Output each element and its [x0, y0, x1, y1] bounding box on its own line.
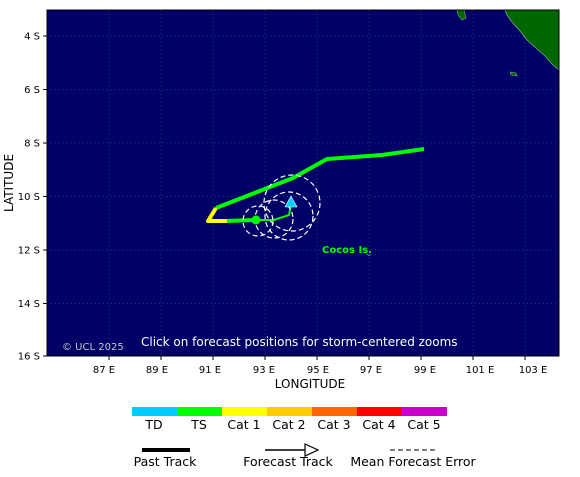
cocos-islands-label: Cocos Is. [322, 245, 372, 256]
x-axis-title: LONGITUDE [275, 377, 345, 391]
lon-tick-label: 103 E [519, 365, 548, 376]
copyright-text: © UCL 2025 [62, 342, 124, 353]
past-track-ts-recent [226, 218, 257, 223]
lon-tick-label: 99 E [414, 365, 436, 376]
lon-tick-label: 101 E [466, 365, 495, 376]
past-track-cat1 [206, 206, 227, 223]
past-track-label: Past Track [134, 454, 197, 469]
legend-swatch-td [132, 407, 177, 416]
cocos-islands-marker [366, 253, 372, 257]
y-axis-title: LATITUDE [2, 154, 16, 212]
legend-label-cat2: Cat 2 [272, 417, 305, 432]
zoom-hint-text: Click on forecast positions for storm-ce… [141, 335, 458, 349]
forecast-track-arrow-icon [265, 443, 320, 457]
lon-tick-label: 93 E [253, 365, 275, 376]
lon-tick-label: 91 E [199, 365, 221, 376]
legend-swatch-ts [177, 407, 222, 416]
lat-tick-label: 8 S [24, 139, 40, 150]
current-position-marker[interactable] [251, 215, 261, 225]
legend-swatch-cat4 [357, 407, 402, 416]
lat-tick-label: 4 S [24, 32, 40, 43]
plot-frame [46, 9, 560, 357]
legend-label-cat3: Cat 3 [317, 417, 350, 432]
forecast-track-label: Forecast Track [243, 454, 333, 469]
lat-tick-label: 14 S [18, 299, 40, 310]
past-track-ts [215, 147, 425, 210]
legend-label-td: TD [144, 417, 162, 432]
legend-label-ts: TS [190, 417, 207, 432]
lat-tick-label: 6 S [24, 85, 40, 96]
lon-tick-label: 87 E [93, 365, 115, 376]
lat-tick-label: 12 S [18, 246, 40, 257]
legend-swatch-cat2 [267, 407, 312, 416]
grid-lines [47, 10, 559, 356]
lon-tick-label: 95 E [307, 365, 329, 376]
lat-tick-label: 10 S [18, 192, 40, 203]
legend-label-cat1: Cat 1 [227, 417, 260, 432]
tick-marks [43, 35, 526, 360]
legend-label-cat4: Cat 4 [362, 417, 395, 432]
land-islet-2 [509, 71, 518, 77]
legend-swatch-cat3 [312, 407, 357, 416]
legend-swatch-cat1 [222, 407, 267, 416]
lon-tick-label: 97 E [360, 365, 382, 376]
forecast-position-td-marker[interactable] [284, 195, 298, 208]
category-legend: TD TS Cat 1 Cat 2 Cat 3 Cat 4 Cat 5 [132, 407, 447, 432]
track-legend: Past Track Forecast Track Mean Forecast … [134, 443, 477, 469]
legend-swatch-cat5 [402, 407, 447, 416]
mean-error-label: Mean Forecast Error [350, 454, 476, 469]
lat-tick-label: 16 S [18, 352, 40, 363]
legend-label-cat5: Cat 5 [407, 417, 440, 432]
ocean-area[interactable] [47, 10, 559, 356]
lon-tick-label: 89 E [146, 365, 168, 376]
